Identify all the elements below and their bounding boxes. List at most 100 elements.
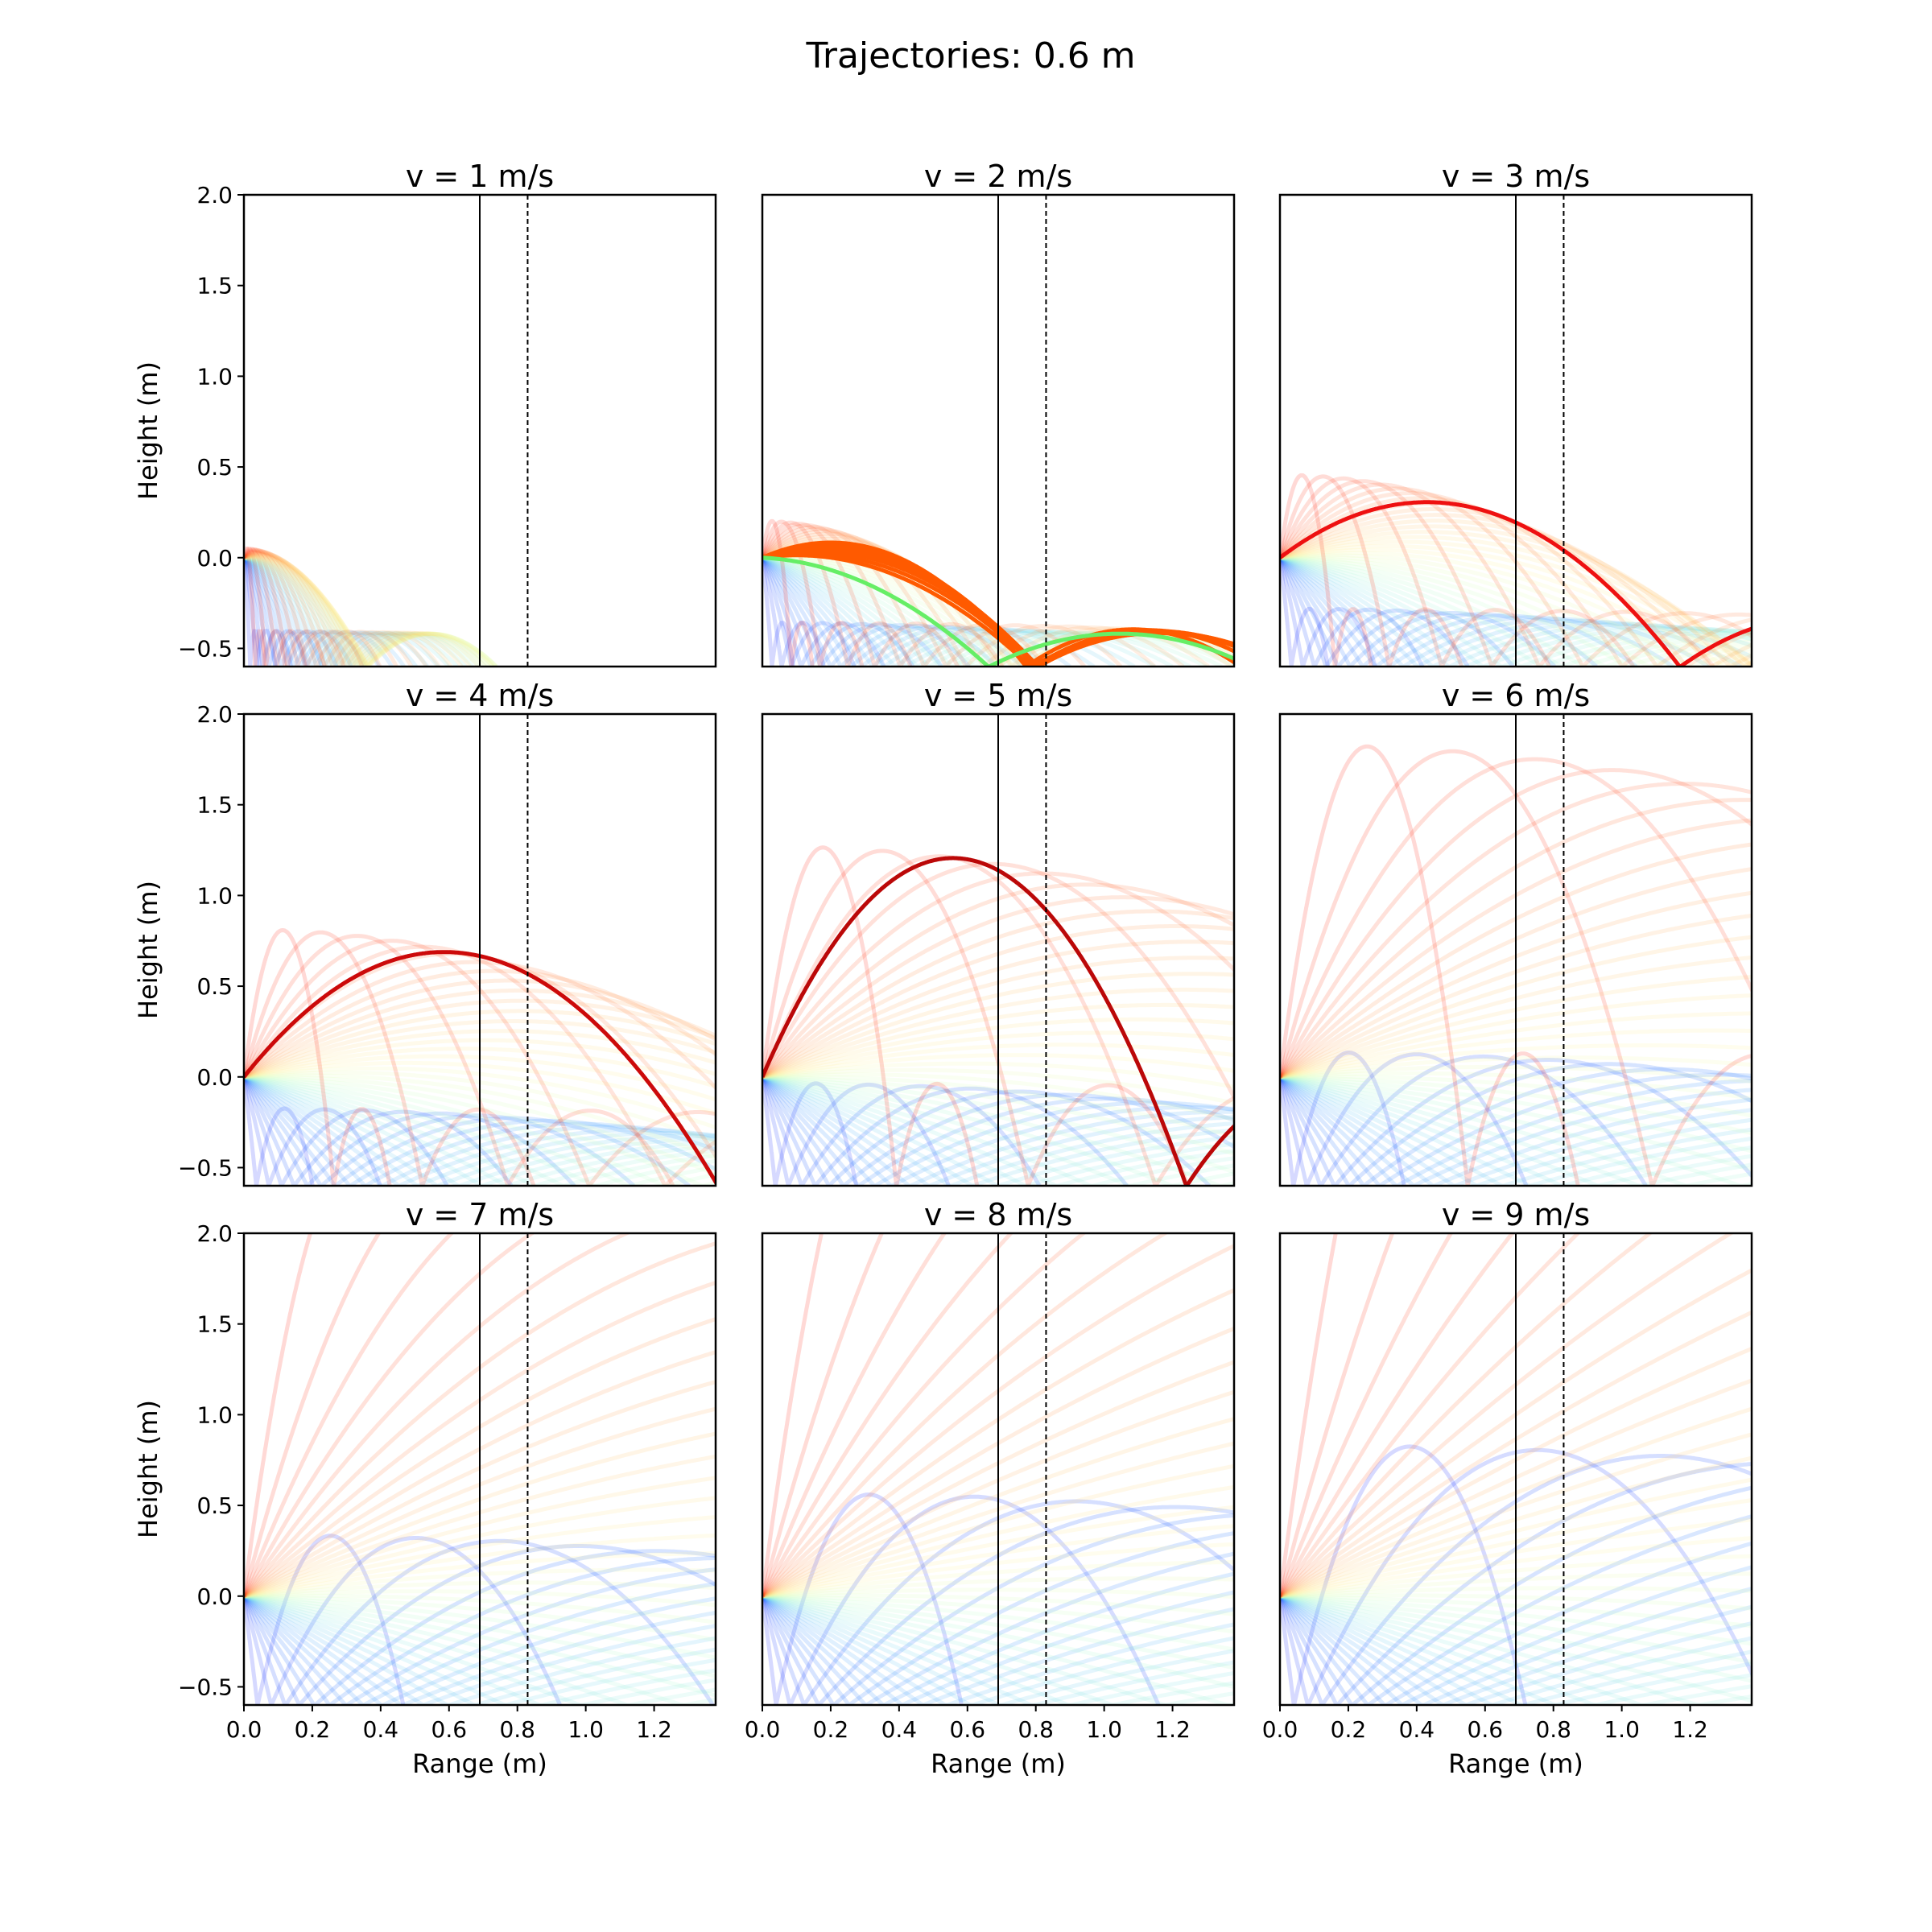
trajectory-line xyxy=(1280,518,1752,667)
trajectory-line xyxy=(1280,1075,1752,1186)
trajectory-line xyxy=(762,845,980,1186)
trajectory-line xyxy=(762,861,1234,1102)
trajectory-line xyxy=(244,1075,716,1186)
trajectory-line xyxy=(244,1589,716,1608)
trajectory-line xyxy=(1280,782,1752,1079)
subplot-v9: v = 9 m/s 0.0 0.2 0.4 0.6 0.8 1.0 1.2 Range (m) xyxy=(1262,1197,1753,1779)
trajectory-line xyxy=(762,1505,1234,1599)
trajectory-line xyxy=(762,1075,1234,1186)
trajectory-line xyxy=(1280,555,1752,667)
y-axis-label: Height (m) xyxy=(133,1400,163,1538)
trajectory-line xyxy=(244,556,324,667)
trajectory-line xyxy=(244,1515,716,1599)
trajectory-line xyxy=(1280,1571,1752,1599)
x-tick-label: 0.8 xyxy=(1535,1716,1571,1743)
trajectory-line xyxy=(1280,530,1752,667)
y-tick-label: −0.5 xyxy=(178,1154,233,1181)
trajectory-line xyxy=(1280,1536,1752,1599)
trajectory-line xyxy=(244,1241,716,1598)
trajectory-line xyxy=(762,1389,1234,1598)
y-tick-label: 2.0 xyxy=(196,1220,233,1247)
trajectory-line xyxy=(244,1594,716,1698)
trajectory-line xyxy=(762,557,826,667)
x-tick-label: 0.0 xyxy=(1262,1716,1298,1743)
subplot-v6: v = 6 m/s xyxy=(1278,678,1753,1187)
trajectory-line xyxy=(762,518,815,667)
trajectory-line xyxy=(1280,1075,1752,1186)
trajectory-line xyxy=(244,1594,716,1705)
trajectory-line xyxy=(1280,535,1752,667)
trajectory-line xyxy=(762,1030,1234,1080)
trajectory-line xyxy=(244,548,382,667)
trajectory-line xyxy=(1280,1594,1752,1705)
axes-frame xyxy=(1278,712,1753,1187)
trajectory-line xyxy=(1280,768,1752,1079)
trajectory-line xyxy=(762,556,943,667)
trajectory-line xyxy=(1280,1586,1752,1599)
trajectory-line xyxy=(244,556,367,667)
trajectory-line xyxy=(762,895,1234,1079)
trajectory-line xyxy=(762,909,1234,1079)
subplot-title: v = 2 m/s xyxy=(924,159,1072,194)
trajectory-line xyxy=(1280,1517,1752,1599)
x-tick-label: 0.2 xyxy=(1331,1716,1367,1743)
trajectory-line xyxy=(1280,913,1752,1079)
trajectory-line xyxy=(1280,818,1752,1079)
trajectory-line xyxy=(244,556,309,667)
trajectory-line xyxy=(244,1594,716,1705)
trajectory-line xyxy=(1280,1485,1752,1705)
trajectory-line xyxy=(762,1484,1234,1599)
trajectory-line xyxy=(762,1002,1234,1080)
trajectory-line xyxy=(762,1075,1234,1186)
y-tick-label: 1.0 xyxy=(196,1402,233,1428)
x-axis-label: Range (m) xyxy=(1448,1748,1583,1779)
trajectory-line xyxy=(244,1233,313,1597)
trajectory-line xyxy=(244,1075,576,1186)
trajectory-line xyxy=(1280,1233,1515,1597)
trajectory-line xyxy=(244,1594,716,1705)
trajectory-line xyxy=(1280,555,1752,667)
trajectory-line xyxy=(762,1513,1234,1705)
trajectory-line xyxy=(1280,1067,1752,1186)
trajectory-line xyxy=(1280,890,1752,1079)
trajectory-line xyxy=(1280,1052,1529,1186)
trajectory-line xyxy=(1280,1447,1752,1705)
trajectory-line xyxy=(1280,1075,1752,1186)
trajectory-line xyxy=(1280,1594,1752,1705)
x-axis-label: Range (m) xyxy=(931,1748,1066,1779)
trajectory-line xyxy=(1280,555,1752,667)
trajectory-line xyxy=(244,1551,716,1599)
trajectory-line xyxy=(244,555,467,667)
trajectory-line xyxy=(244,555,481,667)
trajectory-line xyxy=(1280,539,1752,667)
trajectory-line xyxy=(762,1075,1042,1186)
trajectory-line xyxy=(762,1075,1234,1186)
trajectory-line xyxy=(762,1594,1234,1690)
trajectory-line xyxy=(244,555,497,667)
figure-title: Trajectories: 0.6 m xyxy=(805,35,1135,76)
trajectory-line xyxy=(1280,1058,1752,1186)
x-tick-label: 0.2 xyxy=(813,1716,849,1743)
trajectory-line xyxy=(762,1075,1234,1186)
trajectory-line xyxy=(762,1542,1234,1599)
trajectory-line xyxy=(1280,1346,1752,1598)
trajectory-line xyxy=(244,547,365,667)
trajectory-line xyxy=(762,939,1234,1079)
highlighted-trajectory xyxy=(1280,500,1752,667)
trajectory-line xyxy=(244,1054,716,1102)
trajectory-line xyxy=(1280,555,1674,667)
trajectory-line xyxy=(1280,1593,1752,1611)
trajectory-line xyxy=(1280,1514,1752,1705)
trajectory-line xyxy=(244,1496,716,1599)
trajectory-line xyxy=(762,1074,1234,1139)
trajectory-line xyxy=(244,1075,716,1186)
trajectory-line xyxy=(1280,1075,1752,1154)
trajectory-line xyxy=(244,1070,716,1145)
trajectory-line xyxy=(1280,544,1752,667)
trajectory-line xyxy=(1280,474,1463,667)
trajectory-line xyxy=(244,555,498,667)
trajectory-line xyxy=(1280,482,1715,667)
trajectory-line xyxy=(1280,955,1752,1080)
subplot-v8: v = 8 m/s 0.0 0.2 0.4 0.6 0.8 1.0 1.2 Range (m) xyxy=(745,1197,1236,1779)
trajectory-line xyxy=(244,1073,716,1161)
